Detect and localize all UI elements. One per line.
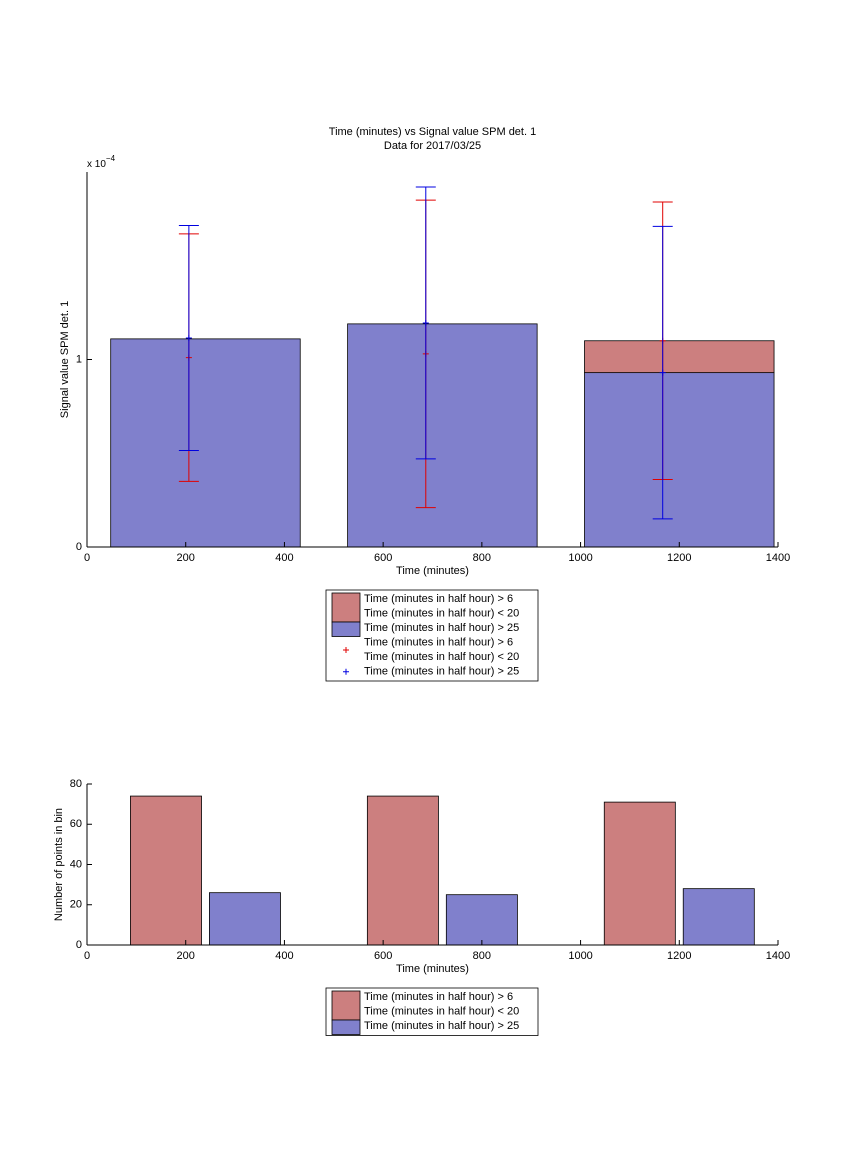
bar bbox=[584, 372, 775, 548]
legend-swatch bbox=[331, 592, 361, 623]
legend-box bbox=[325, 589, 539, 682]
error-center bbox=[659, 369, 666, 376]
bar bbox=[130, 795, 202, 946]
chart-title: Data for 2017/03/25 bbox=[384, 140, 481, 152]
y-tick-label: 0 bbox=[76, 939, 82, 951]
legend-label: Time (minutes in half hour) > 25 bbox=[364, 666, 519, 678]
x-tick-label: 1000 bbox=[568, 552, 592, 564]
bar bbox=[209, 892, 281, 946]
legend-label: Time (minutes in half hour) > 6 bbox=[364, 637, 513, 649]
x-tick-label: 0 bbox=[84, 552, 90, 564]
legend-label: Time (minutes in half hour) > 25 bbox=[364, 622, 519, 634]
y-multiplier: x 10−4 bbox=[87, 154, 116, 170]
legend-swatch bbox=[331, 990, 361, 1021]
x-axis-label: Time (minutes) bbox=[396, 565, 469, 577]
legend-swatch bbox=[331, 621, 361, 637]
legend-label: Time (minutes in half hour) > 6 bbox=[364, 593, 513, 605]
x-tick-label: 800 bbox=[473, 552, 491, 564]
bar bbox=[110, 338, 301, 548]
y-tick-label: 1 bbox=[76, 353, 82, 365]
legend-swatch bbox=[331, 1019, 361, 1035]
x-tick-label: 200 bbox=[177, 950, 195, 962]
bar bbox=[584, 340, 775, 374]
legend-label: Time (minutes in half hour) < 20 bbox=[364, 1006, 519, 1018]
legend-label: Time (minutes in half hour) > 6 bbox=[364, 991, 513, 1003]
legend-box bbox=[325, 987, 539, 1036]
y-tick-label: 40 bbox=[70, 858, 82, 870]
x-tick-label: 400 bbox=[275, 950, 293, 962]
x-tick-label: 800 bbox=[473, 950, 491, 962]
legend-marker bbox=[343, 668, 349, 675]
legend-label: Time (minutes in half hour) < 20 bbox=[364, 608, 519, 620]
x-axis-label: Time (minutes) bbox=[396, 963, 469, 975]
bar bbox=[366, 795, 439, 946]
error-center bbox=[422, 319, 429, 326]
x-tick-label: 1400 bbox=[766, 552, 790, 564]
y-tick-label: 60 bbox=[70, 818, 82, 830]
x-tick-label: 0 bbox=[84, 950, 90, 962]
x-tick-label: 600 bbox=[374, 552, 392, 564]
x-tick-label: 400 bbox=[275, 552, 293, 564]
y-tick-label: 0 bbox=[76, 541, 82, 553]
x-tick-label: 600 bbox=[374, 950, 392, 962]
legend-label: Time (minutes in half hour) < 20 bbox=[364, 651, 519, 663]
x-tick-label: 1000 bbox=[568, 950, 592, 962]
x-tick-label: 1400 bbox=[766, 950, 790, 962]
bar bbox=[347, 323, 538, 548]
x-tick-label: 1200 bbox=[667, 950, 691, 962]
x-tick-label: 1200 bbox=[667, 552, 691, 564]
y-tick-label: 80 bbox=[70, 778, 82, 790]
y-tick-label: 20 bbox=[70, 899, 82, 911]
bar bbox=[445, 894, 518, 946]
multiplier-base: x 10 bbox=[87, 159, 106, 170]
y-axis-label: Signal value SPM det. 1 bbox=[59, 301, 71, 418]
chart-title: Time (minutes) vs Signal value SPM det. … bbox=[329, 126, 536, 138]
x-tick-label: 200 bbox=[177, 552, 195, 564]
legend-label: Time (minutes in half hour) > 25 bbox=[364, 1020, 519, 1032]
bar bbox=[603, 801, 676, 946]
y-axis-label: Number of points in bin bbox=[53, 808, 65, 921]
bar bbox=[682, 888, 755, 946]
multiplier-exponent: −4 bbox=[106, 154, 116, 163]
legend-marker bbox=[343, 647, 349, 653]
error-center bbox=[185, 334, 192, 341]
